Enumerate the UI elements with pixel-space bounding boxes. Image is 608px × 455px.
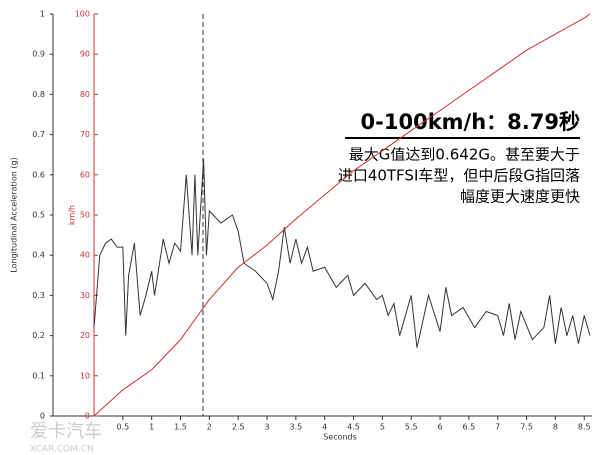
y2-tick-label: 30 xyxy=(80,291,90,300)
series-line xyxy=(93,13,591,417)
watermark: 爱卡汽车 xyxy=(30,421,102,442)
series-line xyxy=(93,158,591,348)
x-tick-label: 3.5 xyxy=(289,423,302,432)
x-tick-label: 8 xyxy=(553,423,558,432)
y2-tick-label: 10 xyxy=(80,371,90,380)
y-axis-title: Longitudinal Acceleration (g) xyxy=(10,157,19,272)
x-tick-label: 7 xyxy=(495,423,500,432)
x-tick-label: 7.5 xyxy=(520,423,533,432)
x-tick-label: 5.5 xyxy=(405,423,418,432)
x-axis-title: Seconds xyxy=(323,433,357,442)
y2-tick-label: 70 xyxy=(80,130,90,139)
y2-tick-label: 0 xyxy=(85,412,90,421)
watermark: XCAR.COM.CN xyxy=(30,445,94,455)
annotation-title: 0-100km/h：8.79秒 xyxy=(361,110,580,134)
y-tick-label: 0.8 xyxy=(32,90,45,99)
y-tick-label: 0.2 xyxy=(32,331,45,340)
y-tick-label: 0.5 xyxy=(32,211,45,220)
y2-axis-title: km/h xyxy=(68,205,77,225)
x-tick-label: 6 xyxy=(437,423,442,432)
y2-tick-label: 40 xyxy=(80,251,90,260)
x-tick-label: 2.5 xyxy=(232,423,245,432)
x-tick-label: 4.5 xyxy=(347,423,360,432)
y-tick-label: 0.3 xyxy=(32,291,45,300)
y-tick-label: 0.9 xyxy=(32,50,45,59)
annotation-text: 幅度更大速度更快 xyxy=(460,188,580,206)
y-tick-label: 1 xyxy=(40,10,45,19)
y-tick-label: 0.1 xyxy=(32,371,45,380)
y-tick-label: 0.7 xyxy=(32,130,45,139)
x-tick-label: 6.5 xyxy=(463,423,476,432)
y2-tick-label: 90 xyxy=(80,50,90,59)
annotation-text: 最大G值达到0.642G。甚至要大于 xyxy=(349,146,580,164)
y-tick-label: 0.4 xyxy=(32,251,45,260)
x-tick-label: 8.5 xyxy=(578,423,591,432)
y2-tick-label: 100 xyxy=(75,10,90,19)
annotation-box xyxy=(335,108,585,204)
y-tick-label: 0.6 xyxy=(32,170,45,179)
annotation-text: 进口40TFSI车型，但中后段G指回落 xyxy=(338,167,580,185)
x-tick-label: 4 xyxy=(322,423,327,432)
y2-tick-label: 60 xyxy=(80,170,90,179)
y2-tick-label: 50 xyxy=(80,211,90,220)
x-tick-label: 1.5 xyxy=(174,423,187,432)
y-tick-label: 0 xyxy=(40,412,45,421)
x-tick-label: 2 xyxy=(207,423,212,432)
y2-tick-label: 80 xyxy=(80,90,90,99)
x-tick-label: 3 xyxy=(264,423,269,432)
x-tick-label: 5 xyxy=(380,423,385,432)
x-tick-label: 0.5 xyxy=(116,423,129,432)
y2-tick-label: 20 xyxy=(80,331,90,340)
x-tick-label: 1 xyxy=(149,423,154,432)
